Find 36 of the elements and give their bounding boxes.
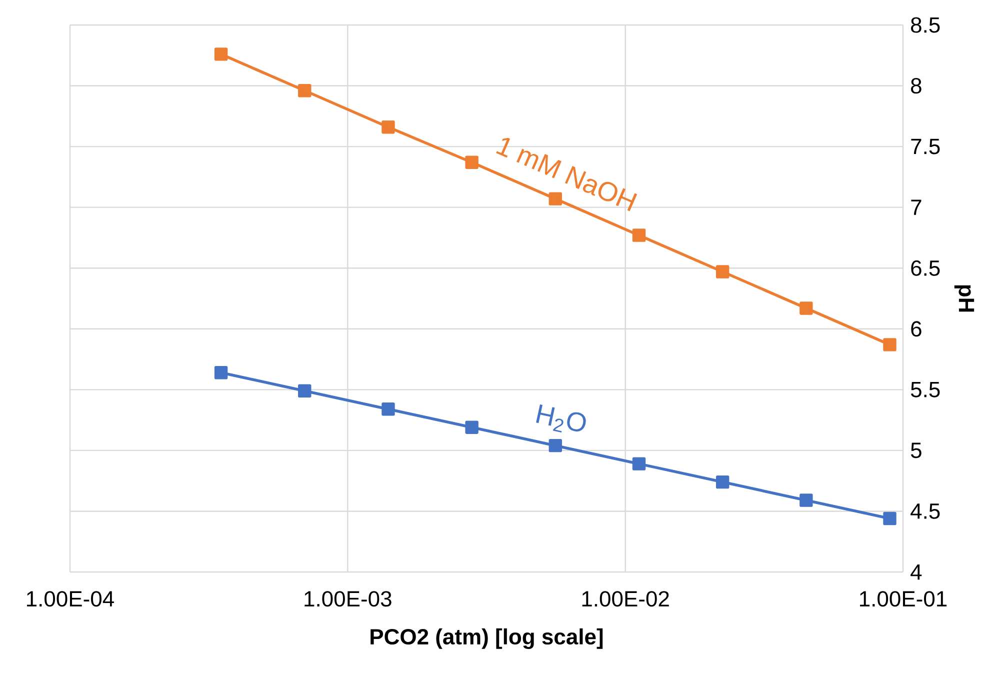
y-axis-title: pH xyxy=(954,285,974,312)
point xyxy=(716,265,730,278)
point xyxy=(800,302,813,315)
y-tick-label: 4.5 xyxy=(910,504,940,519)
x-tick-label: 1.00E-01 xyxy=(860,591,947,607)
point xyxy=(883,338,896,352)
x-tick-label: 1.00E-04 xyxy=(27,591,114,607)
y-tick-label: 7.5 xyxy=(911,138,940,154)
point xyxy=(800,494,813,507)
text: H$_{2}$O xyxy=(536,404,586,432)
point xyxy=(382,120,395,134)
y-tick-label: 8.5 xyxy=(911,17,940,33)
point xyxy=(298,84,312,98)
point xyxy=(214,48,228,61)
y-tick-label: 5.5 xyxy=(910,382,940,398)
point xyxy=(298,384,312,398)
y-tick-label: 8 xyxy=(911,78,922,94)
point xyxy=(632,457,646,470)
x-tick-label: 1.00E-02 xyxy=(582,591,669,607)
point xyxy=(548,438,562,452)
point xyxy=(883,512,896,526)
point xyxy=(548,192,562,206)
point xyxy=(465,420,478,434)
point xyxy=(465,156,478,169)
y-tick-label: 6 xyxy=(911,321,922,337)
x-axis-title: PCO2 (atm) [log scale] xyxy=(370,628,603,649)
text: 1 mM NaOH xyxy=(496,138,638,212)
y-tick-label: 4 xyxy=(910,564,922,580)
point xyxy=(632,228,646,242)
point xyxy=(214,366,228,380)
y-tick-label: 7 xyxy=(911,200,922,215)
y-tick-label: 6.5 xyxy=(911,260,940,276)
y-tick-label: 5 xyxy=(910,442,922,458)
x-tick-label: 1.00E-03 xyxy=(304,591,392,607)
point xyxy=(382,402,395,416)
point xyxy=(716,475,730,489)
